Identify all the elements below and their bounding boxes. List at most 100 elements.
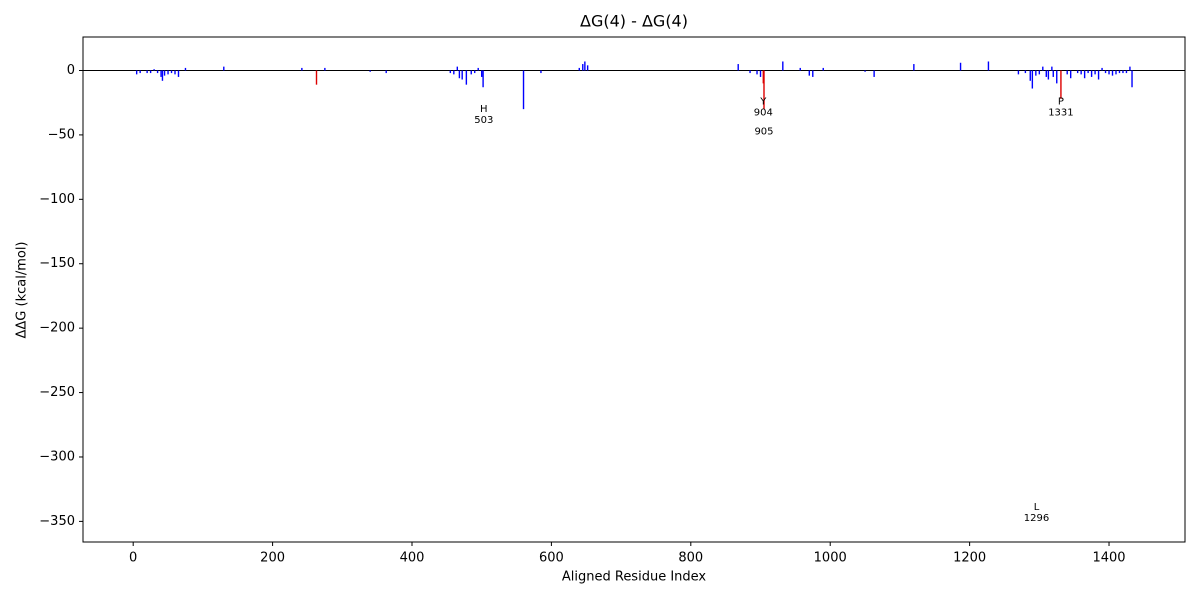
bar [1042, 66, 1044, 71]
bar [1047, 70, 1050, 80]
bar [1052, 70, 1054, 77]
y-tick-label: −150 [39, 256, 75, 271]
bar [1038, 70, 1041, 75]
bar [1031, 70, 1034, 89]
bar [540, 70, 542, 74]
x-tick-label: 1200 [953, 551, 986, 566]
bar [1115, 70, 1117, 75]
bar [749, 70, 751, 74]
x-tick-label: 400 [400, 551, 425, 566]
bar [449, 70, 452, 74]
bar [223, 66, 225, 71]
bar [987, 61, 990, 71]
bar [1104, 70, 1107, 74]
bar [582, 64, 584, 71]
annotation-index: 905 [754, 127, 773, 138]
bar [1097, 70, 1100, 80]
bar [1083, 70, 1086, 79]
bar [799, 67, 801, 71]
bar [1125, 70, 1128, 74]
bar [458, 70, 461, 79]
bar [1087, 70, 1089, 74]
annotation-residue: L [1034, 502, 1040, 513]
x-tick-label: 1400 [1092, 551, 1125, 566]
bar [1129, 66, 1131, 71]
y-tick-label: −50 [48, 127, 75, 142]
bar [959, 62, 962, 71]
x-tick-label: 600 [539, 551, 564, 566]
bar [737, 64, 739, 71]
bar [135, 70, 138, 75]
x-tick-label: 0 [129, 551, 137, 566]
bar [1069, 70, 1072, 79]
annotation-residue: P [1058, 96, 1064, 107]
plot-frame [82, 36, 1186, 543]
bar [578, 67, 580, 71]
bar [315, 70, 318, 85]
bar [149, 70, 152, 74]
bar [177, 70, 180, 77]
bar [160, 70, 162, 77]
bar [812, 70, 814, 77]
bar [1076, 70, 1079, 74]
bar [482, 70, 484, 88]
bar [763, 70, 765, 110]
bar [139, 70, 141, 74]
bar [324, 67, 326, 71]
bar [522, 70, 525, 110]
x-tick-label: 800 [678, 551, 703, 566]
bar [1101, 67, 1103, 71]
bar [782, 61, 784, 71]
annotation-residue: H [480, 104, 488, 115]
bar [369, 70, 371, 72]
bar [822, 67, 824, 71]
bar [584, 61, 586, 71]
bar [174, 70, 176, 75]
bar [161, 70, 164, 81]
bar [1029, 70, 1031, 81]
y-axis-label: ΔΔG (kcal/mol) [15, 242, 30, 339]
bar [474, 70, 476, 74]
bar [477, 67, 479, 71]
y-tick-label: −300 [39, 449, 75, 464]
bar [456, 66, 459, 71]
annotation-residue: Y [759, 96, 767, 107]
x-tick-label: 1000 [814, 551, 847, 566]
bar [153, 69, 155, 71]
bar [586, 65, 589, 71]
bar [301, 67, 303, 71]
chart-title: ΔG(4) - ΔG(4) [580, 12, 688, 31]
bar [913, 64, 915, 71]
bar [480, 70, 483, 77]
bar [1080, 70, 1082, 75]
bar [146, 70, 148, 74]
bar [1045, 70, 1047, 77]
bar [864, 70, 866, 72]
bar [461, 70, 463, 80]
y-tick-label: −350 [39, 514, 75, 529]
y-tick-label: −200 [39, 321, 75, 336]
bar [184, 67, 187, 71]
bar [1051, 66, 1053, 71]
bar [1111, 70, 1114, 76]
x-tick-label: 200 [260, 551, 285, 566]
bar [465, 70, 468, 85]
bar [167, 70, 169, 75]
bar [1122, 70, 1124, 74]
bar [453, 70, 455, 75]
x-axis-label: Aligned Residue Index [562, 570, 707, 585]
y-tick-label: −250 [39, 385, 75, 400]
bar [756, 70, 758, 75]
bar [470, 70, 472, 75]
bar [1056, 70, 1058, 84]
bar [1017, 70, 1020, 75]
bar [873, 70, 875, 77]
bar [1090, 70, 1093, 77]
annotation-index: 1296 [1024, 513, 1049, 524]
bar [1131, 70, 1133, 88]
bar [1035, 70, 1037, 76]
bar [808, 70, 811, 76]
bar [1094, 70, 1096, 75]
bar [1108, 70, 1110, 75]
